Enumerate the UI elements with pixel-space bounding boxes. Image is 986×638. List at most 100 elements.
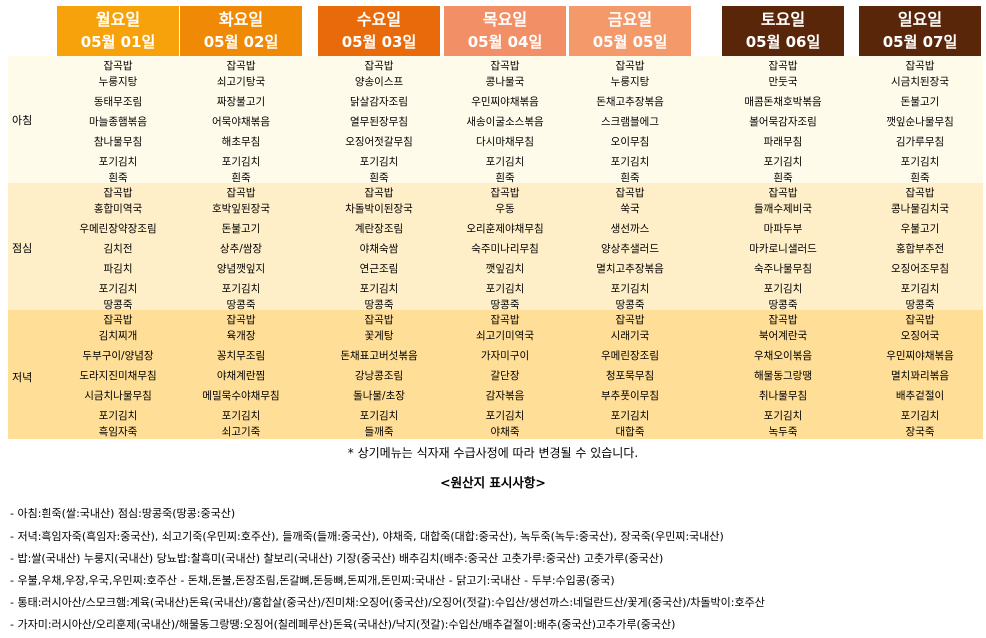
day-column-fri: 금요일 05월 05일 잡곡밥 누룽지탕 돈채고추장볶음 스크램블에그 오이무침 포기김치 흰죽… — [569, 6, 691, 438]
dinner-band — [8, 310, 983, 439]
lunch-band — [8, 183, 983, 310]
menu-item: 매콤돈채호박볶음 — [744, 96, 822, 108]
menu-item: 쇠고기탕국 — [216, 76, 266, 88]
menu-item: 감자볶음 — [485, 390, 525, 402]
menu-item: 참나물무침 — [93, 136, 143, 148]
day-name: 목요일 — [482, 10, 528, 29]
day-name: 화요일 — [218, 10, 264, 29]
menu-item: 장국죽 — [905, 426, 935, 438]
menu-item: 야채숙쌈 — [359, 243, 399, 255]
menu-item: 김가루무침 — [895, 136, 945, 148]
menu-item: 우불고기 — [900, 223, 940, 235]
day-name: 토요일 — [760, 10, 806, 29]
menu-item: 파래무침 — [763, 136, 803, 148]
menu-item: 야채계란찜 — [216, 370, 266, 382]
menu-item: 깻잎순나물무침 — [886, 116, 954, 128]
menu-item: 잡곡밥 — [364, 314, 394, 326]
menu-item: 새송이굴소스볶음 — [466, 116, 544, 128]
menu-item: 어묵야채볶음 — [212, 116, 270, 128]
menu-item: 포기김치 — [610, 283, 650, 295]
menu-item: 북어계란국 — [758, 330, 808, 342]
menu-item: 땅콩죽 — [615, 299, 645, 311]
menu-item: 멸치꽈리볶음 — [891, 370, 949, 382]
origin-title: <원산지 표시사항> — [440, 475, 546, 490]
menu-item: 시금치나물무침 — [84, 390, 152, 402]
menu-item: 해초무침 — [221, 136, 261, 148]
meal-label-dinner: 저녁 — [12, 371, 33, 384]
menu-item: 깻잎김치 — [485, 263, 525, 275]
day-column-thu: 목요일 05월 04일 잡곡밥 콩나물국 우민찌야채볶음 새송이굴소스볶음 다시마채무침 포기… — [444, 6, 566, 438]
menu-item: 포기김치 — [221, 156, 261, 168]
menu-item: 잡곡밥 — [103, 187, 133, 199]
menu-item: 콩나물국 — [485, 76, 525, 88]
menu-item: 숙주나물무침 — [754, 263, 812, 275]
breakfast-band — [8, 56, 983, 183]
menu-item: 포기김치 — [359, 283, 399, 295]
day-header: 금요일 05월 05일 — [569, 6, 691, 56]
menu-item: 우채오이볶음 — [754, 350, 812, 362]
origin-line: - 아침:흰죽(쌀:국내산) 점심:땅콩죽(땅콩:중국산) — [10, 507, 236, 520]
menu-item: 홍합미역국 — [93, 203, 143, 215]
menu-item: 오징어젓갈무침 — [345, 136, 413, 148]
menu-item: 잡곡밥 — [226, 187, 256, 199]
menu-item: 포기김치 — [485, 156, 525, 168]
menu-item: 흰죽 — [910, 172, 930, 184]
day-column-wed: 수요일 05월 03일 잡곡밥 양송이스프 닭살감자조림 열무된장무침 오징어젓갈무침 포기김… — [318, 6, 440, 438]
menu-item: 우메린장약장조림 — [79, 223, 157, 235]
menu-item: 들깨죽 — [364, 426, 394, 438]
menu-item: 우동 — [495, 203, 515, 215]
menu-item: 잡곡밥 — [615, 60, 645, 72]
menu-item: 육개장 — [226, 330, 256, 342]
menu-item: 김치전 — [103, 243, 133, 255]
menu-item: 연근조림 — [359, 263, 399, 275]
menu-item: 계란장조림 — [354, 223, 404, 235]
day-date: 05월 05일 — [592, 33, 668, 51]
menu-item: 동태무조림 — [93, 96, 143, 108]
menu-item: 포기김치 — [763, 283, 803, 295]
day-date: 05월 06일 — [745, 33, 821, 51]
menu-item: 해물동그랑땡 — [754, 370, 812, 382]
menu-item: 흰죽 — [620, 172, 640, 184]
menu-item: 포기김치 — [485, 283, 525, 295]
day-name: 일요일 — [897, 10, 943, 29]
menu-item: 잡곡밥 — [103, 60, 133, 72]
menu-item: 마파두부 — [763, 223, 803, 235]
menu-item: 우민찌야채볶음 — [886, 350, 954, 362]
menu-item: 파김치 — [103, 263, 133, 275]
menu-item: 땅콩죽 — [768, 299, 798, 311]
menu-item: 닭살감자조림 — [350, 96, 408, 108]
menu-item: 대합죽 — [615, 426, 645, 438]
menu-item: 잡곡밥 — [615, 314, 645, 326]
menu-item: 녹두죽 — [768, 426, 798, 438]
menu-item: 취나물무침 — [758, 390, 808, 402]
menu-item: 메밀묵수야채무침 — [202, 390, 280, 402]
menu-item: 부추풋이무침 — [601, 390, 659, 402]
menu-item: 마늘종햄볶음 — [89, 116, 147, 128]
menu-item: 잡곡밥 — [905, 314, 935, 326]
menu-item: 포기김치 — [98, 410, 138, 422]
menu-item: 포기김치 — [763, 410, 803, 422]
menu-item: 잡곡밥 — [226, 314, 256, 326]
menu-item: 포기김치 — [98, 283, 138, 295]
menu-item: 배추겉절이 — [895, 390, 945, 402]
origin-line: - 저녁:흑임자죽(흑임자:중국산), 쇠고기죽(우민찌:호주산), 들깨죽(들… — [10, 530, 724, 543]
menu-item: 돈불고기 — [900, 96, 940, 108]
menu-item: 포기김치 — [610, 410, 650, 422]
menu-item: 만둣국 — [768, 76, 798, 88]
menu-item: 흰죽 — [231, 172, 251, 184]
menu-item: 생선까스 — [610, 223, 650, 235]
menu-item: 잡곡밥 — [905, 60, 935, 72]
menu-item: 포기김치 — [763, 156, 803, 168]
menu-item: 쇠고기미역국 — [476, 330, 534, 342]
menu-item: 흰죽 — [369, 172, 389, 184]
menu-item: 짜장불고기 — [216, 96, 266, 108]
menu-item: 잡곡밥 — [490, 187, 520, 199]
menu-item: 오징어조무침 — [891, 263, 949, 275]
menu-item: 포기김치 — [359, 156, 399, 168]
menu-item: 땅콩죽 — [226, 299, 256, 311]
menu-item: 잡곡밥 — [768, 60, 798, 72]
origin-line: - 밥:쌀(국내산) 누룽지(국내산) 당뇨밥:찰흑미(국내산) 찰보리(국내산… — [10, 552, 664, 565]
menu-item: 잡곡밥 — [615, 187, 645, 199]
menu-item: 스크램블에그 — [601, 116, 659, 128]
menu-item: 가자미구이 — [480, 350, 530, 362]
